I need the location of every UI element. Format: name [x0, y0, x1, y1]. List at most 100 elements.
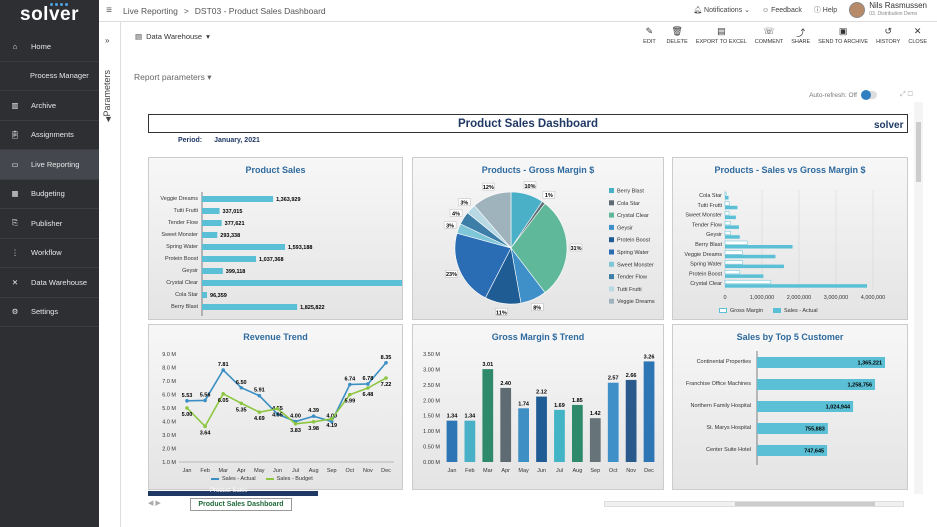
x-tick-label: Jan [183, 468, 192, 474]
vertical-scrollbar[interactable] [914, 102, 923, 494]
feedback-icon: ☺ [761, 6, 770, 14]
feedback-button[interactable]: ☺ Feedback [762, 7, 802, 14]
top-customers-panel: Sales by Top 5 Customer Continental Prop… [672, 324, 908, 490]
parameters-label[interactable]: Parameters [102, 70, 112, 117]
category-label: Spring Water [166, 244, 198, 250]
export-to-excel-button[interactable]: ▤ EXPORT TO EXCEL [696, 26, 747, 45]
x-tick-label: 0 [723, 295, 726, 301]
sheet-tab-dark[interactable]: Product Sales [148, 488, 318, 496]
x-tick-label: 2,000,000 [787, 295, 811, 301]
database-icon: ▤ [135, 32, 143, 41]
workflow-icon: ⋮ [11, 248, 19, 258]
data-label: 2.66 [626, 373, 637, 379]
x-tick-label: 4,000,000 [861, 295, 885, 301]
sidebar-item-settings[interactable]: ⚙ Settings [0, 298, 99, 327]
auto-refresh-toggle[interactable] [861, 90, 877, 100]
sidebar-item-process-manager[interactable]: Process Manager [0, 62, 99, 91]
sidebar-item-data-warehouse[interactable]: ✕ Data Warehouse [0, 268, 99, 298]
horizontal-scrollbar[interactable] [604, 501, 904, 507]
legend-swatch [609, 261, 614, 267]
data-label: 755,883 [805, 427, 825, 433]
delete-button[interactable]: 🗑︎ DELETE [666, 26, 687, 45]
sidebar-item-budgeting[interactable]: ▦ Budgeting [0, 180, 99, 209]
bar [757, 379, 876, 390]
sales-bar [725, 235, 740, 239]
revenue-trend-title: Revenue Trend [243, 332, 308, 342]
breadcrumb-root[interactable]: Live Reporting [123, 5, 178, 16]
x-tick-label: Sep [327, 468, 337, 474]
report-parameters-toggle[interactable]: Report parameters ▾ [134, 72, 212, 82]
expand-chevron-icon[interactable]: » [105, 36, 110, 45]
bar [202, 292, 208, 298]
category-label: Sweet Monster [161, 232, 198, 238]
solver-logo[interactable]: solver [0, 0, 99, 30]
pie-label-box [542, 190, 556, 199]
legend-swatch [609, 249, 614, 255]
data-label: 337,015 [223, 209, 243, 215]
edit-icon: ✎ [645, 26, 654, 36]
gm-bar [724, 240, 748, 245]
sidebar-item-workflow[interactable]: ⋮ Workflow [0, 239, 99, 268]
y-tick-label: 5.0 M [162, 406, 176, 412]
send-to-archive-button[interactable]: ▣ SEND TO ARCHIVE [818, 26, 868, 45]
delete-icon: 🗑︎ [671, 26, 683, 36]
data-source-selector[interactable]: ▤ Data Warehouse ▾ [135, 32, 210, 41]
legend-swatch [609, 200, 614, 206]
data-label: 5.53 [182, 393, 193, 399]
sidebar-item-publisher[interactable]: ⎘ Publisher [0, 209, 99, 239]
period-label: Period: [178, 137, 203, 144]
sheet-nav-arrows[interactable]: ◀ ▶ [148, 500, 161, 507]
sheet-tab[interactable]: Product Sales Dashboard [190, 498, 292, 511]
user-menu[interactable]: Nils Rasmussen 03. Distribution Demo [849, 2, 927, 18]
notifications-button[interactable]: 🔔︎ Notifications ⌄ [693, 7, 750, 14]
sales-bar [725, 254, 776, 259]
sidebar: solver ⌂ Home Process Manager ▥ Archive 📋︎ Ass… [0, 0, 99, 527]
data-label: 8.35 [381, 355, 392, 361]
data-label: 4.00 [290, 414, 301, 420]
legend-actual-label: Sales - Actual [222, 476, 256, 482]
sidebar-item-archive[interactable]: ▥ Archive [0, 91, 99, 121]
close-button[interactable]: ✕ CLOSE [908, 26, 927, 45]
hamburger-menu-icon[interactable]: ≡ [106, 5, 112, 16]
legend-label: Veggie Dreams [617, 299, 655, 305]
product-sales-chart: Veggie Dreams 1,363,929 Tutti Frutti 337,01… [160, 192, 402, 316]
data-label: 3.01 [482, 362, 493, 368]
revenue-trend-chart: 1.0 M 2.0 M 3.0 M 4.0 M 5.0 M 6.0 M 7.0 M 8.0 M… [162, 352, 394, 474]
sidebar-item-assignments[interactable]: 📋︎ Assignments [0, 121, 99, 150]
bar [202, 268, 223, 274]
y-tick-label: 2.0 M [162, 447, 176, 453]
data-label: 2.12 [536, 390, 547, 396]
x-tick-label: 1,000,000 [750, 295, 774, 301]
data-label: 1,825,822 [300, 305, 324, 311]
data-point [348, 392, 352, 397]
help-button[interactable]: ⓘ Help [814, 5, 837, 15]
data-point [185, 399, 189, 403]
data-label: 293,338 [220, 233, 240, 239]
history-button[interactable]: ↺ HISTORY [876, 26, 900, 45]
data-label: 1,024,944 [826, 405, 851, 411]
logo-text: solver [20, 4, 79, 25]
sidebar-item-live-reporting[interactable]: ▭ Live Reporting [0, 150, 99, 180]
solver-brand: solver [874, 120, 904, 131]
sales-bar [725, 264, 784, 269]
x-tick-label: Jul [292, 468, 299, 474]
y-tick-label: 6.0 M [162, 393, 176, 399]
legend-label: Spring Water [617, 250, 649, 256]
x-tick-label: Jun [273, 468, 282, 474]
share-button[interactable]: ⤴ SHARE [791, 26, 810, 45]
comment-button[interactable]: ☏ COMMENT [755, 26, 783, 45]
y-tick-label: 1.50 M [423, 414, 440, 420]
y-tick-label: 3.00 M [423, 367, 440, 373]
gross-margin-pie-panel: Products - Gross Margin $ 10% 1% 31% 8% 11% 2… [412, 157, 664, 320]
home-icon: ⌂ [12, 41, 18, 51]
y-tick-label: 4.0 M [162, 420, 176, 426]
edit-button[interactable]: ✎ EDIT [640, 26, 658, 45]
expand-icon[interactable]: ⤢ ▢ [900, 91, 913, 98]
x-tick-label: Nov [363, 468, 373, 474]
chevron-down-icon: ▾ [206, 32, 210, 41]
filter-icon[interactable]: ▼ [104, 114, 113, 124]
sales-bar [725, 274, 764, 278]
tool-label: SHARE [791, 39, 811, 45]
sidebar-item-home[interactable]: ⌂ Home [0, 32, 99, 62]
report-icon: ▭ [11, 159, 19, 169]
